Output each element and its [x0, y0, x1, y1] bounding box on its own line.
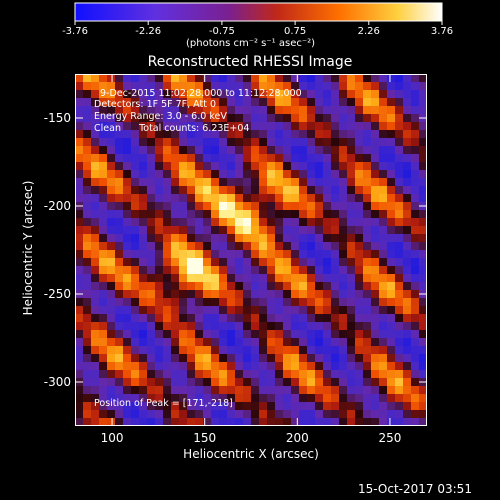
colorbar-tick-label: -0.75	[208, 26, 235, 37]
colorbar-tick-label: -2.26	[135, 26, 162, 37]
rhessi-map-image	[75, 74, 427, 426]
y-tick-label: -150	[43, 111, 71, 125]
colorbar-tick-label: 0.75	[283, 26, 307, 37]
x-tick-label: 250	[378, 431, 402, 445]
y-tick-label: -300	[43, 375, 71, 389]
energy-range-label: Energy Range: 3.0 - 6.0 keV	[94, 111, 227, 122]
colorbar-tick-label: 2.26	[357, 26, 380, 37]
plot-title: Reconstructed RHESSI Image	[147, 54, 353, 70]
detectors-label: Detectors: 1F 5F 7F, Att 0	[94, 99, 217, 110]
colorbar-tick-label: 3.76	[430, 26, 454, 37]
x-tick-label: 200	[285, 431, 309, 445]
x-axis-label: Heliocentric X (arcsec)	[183, 447, 319, 461]
colorbar-tick-label: -3.76	[62, 26, 88, 37]
colorbar-unit-label: (photons cm⁻² s⁻¹ asec⁻²)	[186, 38, 316, 49]
y-tick-label: -200	[43, 199, 71, 213]
colorbar	[74, 2, 443, 25]
y-tick-label: -250	[43, 287, 71, 301]
x-tick-label: 100	[100, 431, 124, 445]
y-axis-label: Heliocentric Y (arcsec)	[21, 180, 35, 316]
image-pixels	[75, 74, 427, 426]
peak-position-label: Position of Peak = [171,-218]	[94, 398, 233, 409]
x-tick-label: 150	[193, 431, 217, 445]
plot-frame	[75, 74, 427, 426]
colorbar-ticks	[74, 21, 443, 25]
footer-timestamp: 15-Oct-2017 03:51	[358, 482, 472, 496]
time-range-label: 9-Dec-2015 11:02:28.000 to 11:12:28.000	[100, 88, 302, 99]
total-counts-label: Clean Total counts: 6.23E+04	[94, 123, 250, 134]
axis-ticks	[75, 74, 427, 426]
colorbar-gradient	[74, 2, 443, 22]
